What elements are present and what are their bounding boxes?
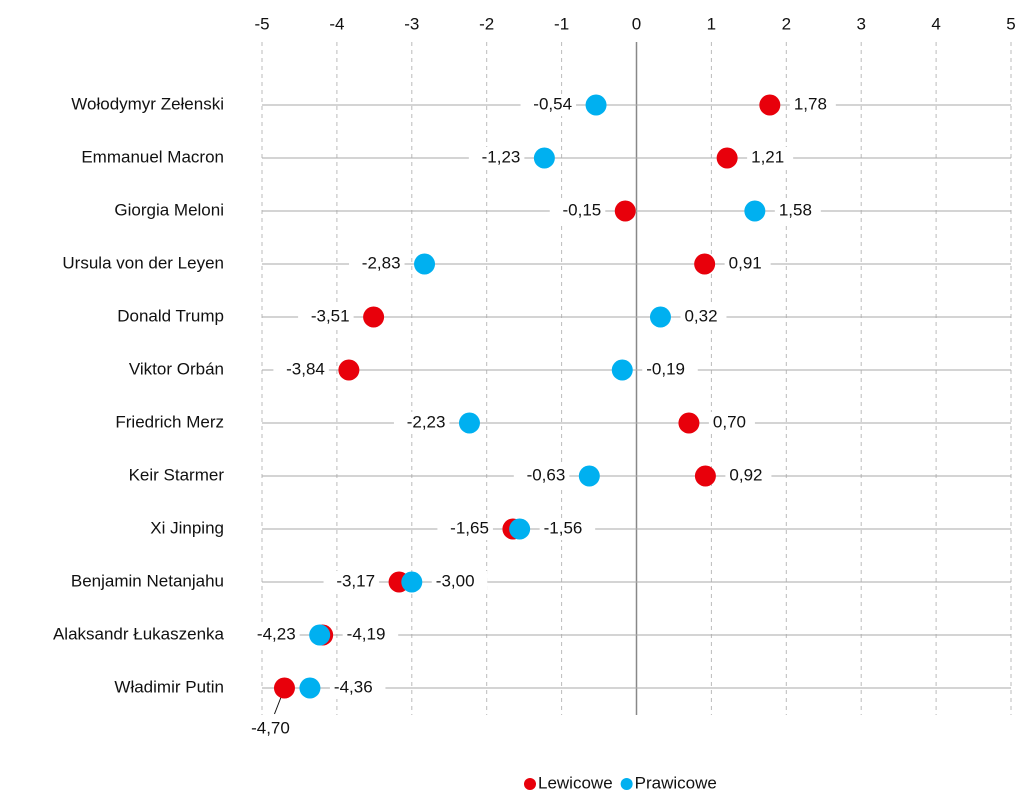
dot [744,200,766,222]
category-label: Xi Jinping [150,518,224,537]
dot [578,465,600,487]
label-bg [539,518,596,540]
label-bg [323,571,380,593]
data-label: -2,23 [407,412,446,431]
category-label: Viktor Orbán [129,359,224,378]
data-label: 1,21 [751,147,784,166]
dot [533,147,555,169]
data-label: 0,91 [729,253,762,272]
data-label: -3,17 [336,571,375,590]
label-bg [342,624,399,646]
leader-line [274,695,282,715]
dot [585,94,607,116]
category-label: Alaksandr Łukaszenka [53,624,225,643]
dot [759,94,781,116]
data-label: -4,19 [347,624,386,643]
x-tick-label: 3 [856,14,865,33]
x-tick-label: 5 [1006,14,1015,33]
data-label: -4,70 [251,718,290,737]
dot [611,359,633,381]
x-tick-label: 2 [782,14,791,33]
label-bg [789,94,836,116]
data-label: -3,51 [311,306,350,325]
label-bg [329,677,386,699]
data-label: -3,00 [436,571,475,590]
label-bg [708,412,755,434]
dot [299,677,321,699]
x-tick-label: -1 [554,14,569,33]
category-label: Benjamin Netanjahu [71,571,224,590]
dot [614,200,636,222]
data-label: 0,70 [713,412,746,431]
dot [273,677,295,699]
data-label: 1,78 [794,94,827,113]
dot [678,412,700,434]
data-label: 1,58 [779,200,812,219]
data-label: -1,23 [482,147,521,166]
dot [649,306,671,328]
label-bg [549,200,606,222]
category-label: Emmanuel Macron [81,147,224,166]
dot [716,147,738,169]
legend-label: Prawicowe [635,773,717,792]
category-label: Donald Trump [117,306,224,325]
x-tick-label: -3 [404,14,419,33]
label-bg [349,253,405,275]
label-bg [437,518,493,540]
label-bg [774,200,821,222]
legend-label: Lewicowe [538,773,613,792]
legend-swatch [620,778,633,790]
label-bg [431,571,488,593]
label-bg [393,412,450,434]
data-label: -4,36 [334,677,373,696]
data-label: -2,83 [362,253,401,272]
label-bg [513,465,570,487]
dot [338,359,360,381]
legend-swatch [524,778,536,790]
label-bg [724,253,771,275]
x-tick-label: -2 [479,14,494,33]
category-label: Ursula von der Leyen [62,253,224,272]
label-bg [520,94,577,116]
data-label: -1,65 [450,518,489,537]
category-label: Wołodymyr Zełenski [71,94,224,113]
label-bg [244,624,300,646]
dot [458,412,480,434]
data-label: -4,23 [257,624,296,643]
x-tick-label: 4 [931,14,940,33]
x-tick-label: 0 [632,14,641,33]
label-bg [468,147,525,169]
data-label: -0,54 [533,94,572,113]
category-label: Władimir Putin [114,677,224,696]
data-label: 0,32 [684,306,717,325]
dot [363,306,385,328]
label-bg [273,359,329,381]
dot [401,571,423,593]
label-bg [747,147,794,169]
dot [694,465,716,487]
dot [309,624,331,646]
data-label: -0,63 [527,465,566,484]
x-tick-label: -4 [329,14,344,33]
category-label: Giorgia Meloni [114,200,224,219]
label-bg [642,359,698,381]
category-label: Keir Starmer [129,465,225,484]
label-bg [680,306,727,328]
dot [509,518,531,540]
label-bg [298,306,354,328]
data-label: -0,15 [563,200,602,219]
dot [414,253,436,275]
data-label: -1,56 [544,518,583,537]
data-label: -0,19 [646,359,685,378]
x-tick-label: 1 [707,14,716,33]
data-label: -3,84 [286,359,325,378]
dot [694,253,716,275]
data-label: 0,92 [729,465,762,484]
label-bg [725,465,772,487]
x-tick-label: -5 [254,14,269,33]
category-label: Friedrich Merz [115,412,224,431]
